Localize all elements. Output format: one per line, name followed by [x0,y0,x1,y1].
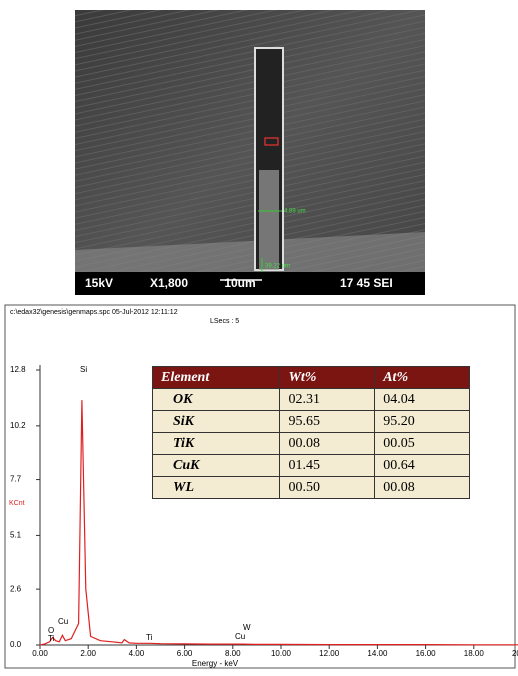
peak-label: Cu [58,617,68,626]
figure: c:\edax32\genesis\genmaps.spc 05-Jul-201… [0,0,518,671]
peak-label: Cu [235,632,245,641]
table-cell: 00.64 [375,455,470,477]
spectrum-file: c:\edax32\genesis\genmaps.spc 05-Jul-201… [10,309,178,316]
table-cell: 95.20 [375,411,470,433]
table-cell: TiK [153,433,280,455]
table-cell: 00.50 [280,477,375,499]
table-cell: 04.04 [375,389,470,411]
y-tick-label: 0.0 [10,640,22,649]
x-tick-label: 8.00 [225,649,241,658]
sem-info: X1,800 [150,276,188,290]
y-tick-label: 12.8 [10,365,26,374]
y-axis-label: KCnt [9,500,25,507]
table-cell: At% [375,367,470,389]
sem-image [75,10,425,295]
peak-label: Si [80,365,87,374]
peak-label: Ti [48,634,55,643]
table-cell: 00.08 [375,477,470,499]
table-cell: WL [153,477,280,499]
y-tick-label: 2.6 [10,584,22,593]
x-tick-label: 2.00 [80,649,96,658]
x-tick-label: 4.00 [129,649,145,658]
sem-measurement: 4.89 um [284,209,306,215]
table-cell: CuK [153,455,280,477]
sem-info: 10um [224,276,255,290]
table-cell: 01.45 [280,455,375,477]
table-cell: OK [153,389,280,411]
table-cell: 02.31 [280,389,375,411]
y-tick-label: 7.7 [10,475,22,484]
table-cell: 00.08 [280,433,375,455]
table-cell: 00.05 [375,433,470,455]
y-tick-label: 10.2 [10,421,26,430]
x-tick-label: 14.00 [367,649,388,658]
spectrum-lsecs: LSecs : 5 [210,318,239,325]
sem-info: 15kV [85,276,113,290]
sem-info: 17 45 SEI [340,276,393,290]
x-axis-label: Energy - keV [192,659,239,668]
sem-measurement: 39.22 um [265,264,290,270]
x-tick-label: 10.00 [271,649,292,658]
page: c:\edax32\genesis\genmaps.spc 05-Jul-201… [0,0,518,671]
y-tick-label: 5.1 [10,531,22,540]
peak-label: W [243,623,251,632]
x-tick-label: 20.00 [512,649,518,658]
x-tick-label: 16.00 [416,649,437,658]
table-cell: Wt% [280,367,375,389]
x-tick-label: 12.00 [319,649,340,658]
table-cell: SiK [153,411,280,433]
x-tick-label: 18.00 [464,649,485,658]
x-tick-label: 0.00 [32,649,48,658]
peak-label: Ti [146,633,153,642]
table-cell: 95.65 [280,411,375,433]
x-tick-label: 6.00 [177,649,193,658]
table-cell: Element [153,367,280,389]
